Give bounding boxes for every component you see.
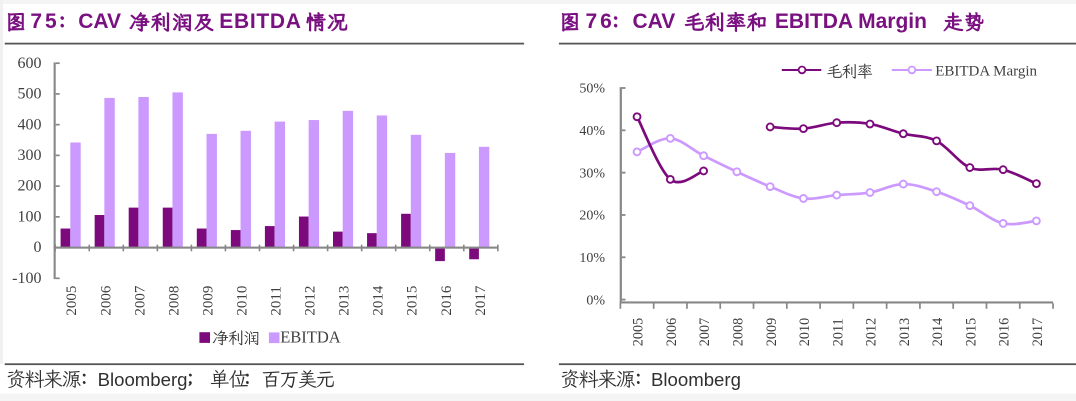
svg-text:20%: 20% [579, 209, 605, 224]
svg-text:-100: -100 [12, 270, 41, 287]
svg-text:2016: 2016 [997, 318, 1013, 346]
svg-text:Bloomberg: Bloomberg [98, 369, 188, 390]
svg-text:400: 400 [18, 116, 42, 133]
svg-text:2008: 2008 [731, 318, 747, 346]
svg-text:2017: 2017 [1030, 318, 1046, 346]
svg-text:300: 300 [18, 147, 42, 164]
svg-text:EBITDA: EBITDA [280, 327, 341, 346]
svg-text:40%: 40% [579, 124, 605, 139]
svg-text:2005: 2005 [631, 318, 647, 346]
svg-text:0: 0 [34, 239, 42, 256]
svg-text:2016: 2016 [439, 285, 455, 316]
svg-text:2009: 2009 [200, 286, 216, 316]
svg-text:2007: 2007 [132, 285, 148, 316]
svg-text:2008: 2008 [166, 286, 182, 316]
svg-text:75: 75 [30, 10, 59, 33]
svg-text:76: 76 [586, 10, 615, 33]
svg-text:500: 500 [18, 86, 42, 103]
svg-text:2011: 2011 [269, 286, 285, 315]
svg-text:CAV: CAV [633, 10, 676, 33]
svg-text:2012: 2012 [303, 286, 319, 316]
svg-text:EBITDA: EBITDA [219, 10, 301, 33]
svg-text:2013: 2013 [897, 318, 913, 346]
svg-text:2014: 2014 [371, 285, 387, 316]
svg-text:0%: 0% [586, 293, 605, 308]
svg-text:30%: 30% [579, 166, 605, 181]
svg-text:600: 600 [18, 55, 42, 72]
svg-text:2006: 2006 [664, 318, 680, 346]
svg-text:100: 100 [18, 209, 42, 226]
svg-text:2015: 2015 [405, 286, 421, 316]
svg-text:2013: 2013 [337, 286, 353, 316]
svg-text:2006: 2006 [98, 285, 114, 316]
svg-text:2009: 2009 [764, 318, 780, 346]
svg-text:2005: 2005 [64, 286, 80, 316]
svg-text:CAV: CAV [78, 10, 121, 33]
svg-text:2010: 2010 [797, 318, 813, 346]
svg-text:50%: 50% [579, 82, 605, 97]
svg-text:2014: 2014 [930, 318, 946, 346]
svg-text:200: 200 [18, 178, 42, 195]
svg-text:Bloomberg: Bloomberg [651, 369, 741, 390]
svg-text:10%: 10% [579, 251, 605, 266]
svg-text:EBITDA Margin: EBITDA Margin [935, 63, 1037, 79]
svg-text:EBITDA Margin: EBITDA Margin [775, 10, 927, 33]
svg-text:2011: 2011 [830, 318, 846, 346]
svg-text:2017: 2017 [473, 285, 489, 316]
svg-text:2012: 2012 [864, 318, 880, 346]
svg-text:2015: 2015 [963, 318, 979, 346]
svg-text:2007: 2007 [697, 318, 713, 346]
svg-text:2010: 2010 [235, 286, 251, 316]
